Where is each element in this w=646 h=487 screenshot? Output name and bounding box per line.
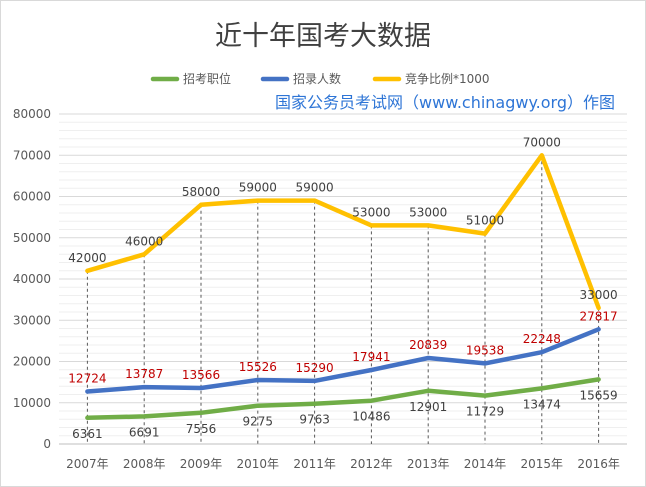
data-label: 13474 (523, 397, 561, 411)
legend-label: 招录人数 (293, 71, 341, 86)
drop-lines (86, 155, 600, 444)
data-label: 10486 (352, 410, 390, 424)
data-label: 58000 (182, 185, 220, 199)
x-tick-label: 2011年 (293, 457, 336, 471)
legend-label: 招考职位 (183, 71, 231, 86)
data-label: 15290 (296, 361, 334, 375)
x-tick-label: 2007年 (66, 457, 109, 471)
x-tick-label: 2012年 (350, 457, 393, 471)
y-tick-label: 10000 (13, 396, 51, 410)
data-label: 20839 (409, 338, 447, 352)
chart-title: 近十年国考大数据 (215, 21, 431, 52)
data-label: 15659 (580, 388, 618, 402)
y-axis: 0 10000 20000 30000 40000 50000 60000 70000 8000… (13, 107, 51, 451)
grid-lines (59, 113, 627, 445)
x-tick-label: 2009年 (180, 457, 223, 471)
data-label: 33000 (580, 288, 618, 302)
data-label: 17941 (352, 350, 390, 364)
series-lines (85, 153, 601, 421)
data-label: 27817 (580, 309, 618, 323)
y-tick-label: 40000 (13, 272, 51, 286)
data-label: 9763 (299, 413, 330, 427)
y-tick-label: 30000 (13, 313, 51, 327)
data-label: 13566 (182, 368, 220, 382)
chart-watermark: 国家公务员考试网（www.chinagwy.org）作图 (275, 93, 615, 112)
data-label: 12724 (68, 372, 106, 386)
data-label: 15526 (239, 360, 277, 374)
data-label: 6691 (129, 425, 160, 439)
data-label: 13787 (125, 367, 163, 381)
x-tick-label: 2013年 (407, 457, 450, 471)
x-tick-label: 2010年 (237, 457, 280, 471)
data-label: 51000 (466, 214, 504, 228)
x-tick-label: 2016年 (577, 457, 620, 471)
y-tick-label: 60000 (13, 190, 51, 204)
y-tick-label: 20000 (13, 355, 51, 369)
data-label: 70000 (523, 135, 561, 149)
series-line-1 (85, 377, 601, 421)
y-tick-label: 50000 (13, 231, 51, 245)
data-label: 7556 (186, 422, 217, 436)
y-tick-label: 80000 (13, 107, 51, 121)
x-axis: 2007年 2008年 2009年 2010年 2011年 2012年 2013年 2014年… (59, 443, 627, 471)
data-label: 19538 (466, 343, 504, 357)
data-label: 46000 (125, 234, 163, 248)
y-tick-label: 70000 (13, 148, 51, 162)
data-label: 59000 (239, 181, 277, 195)
data-label: 11729 (466, 405, 504, 419)
data-label: 53000 (409, 205, 447, 219)
legend-label: 竞争比例*1000 (405, 72, 490, 86)
chart-legend: 招考职位 招录人数 竞争比例*1000 (150, 71, 490, 86)
data-labels: 6361 6691 7556 9275 9763 10486 12901 11729 13474… (68, 135, 617, 441)
data-label: 42000 (68, 251, 106, 265)
data-label: 9275 (243, 415, 274, 429)
data-label: 6361 (72, 427, 103, 441)
data-label: 12901 (409, 400, 447, 414)
series-line-2 (85, 327, 601, 394)
y-tick-label: 0 (43, 437, 51, 451)
series-line-3 (85, 153, 601, 311)
x-tick-label: 2008年 (123, 457, 166, 471)
x-tick-label: 2015年 (521, 457, 564, 471)
data-label: 59000 (296, 181, 334, 195)
x-tick-label: 2014年 (464, 457, 507, 471)
data-label: 22248 (523, 332, 561, 346)
data-label: 53000 (352, 205, 390, 219)
